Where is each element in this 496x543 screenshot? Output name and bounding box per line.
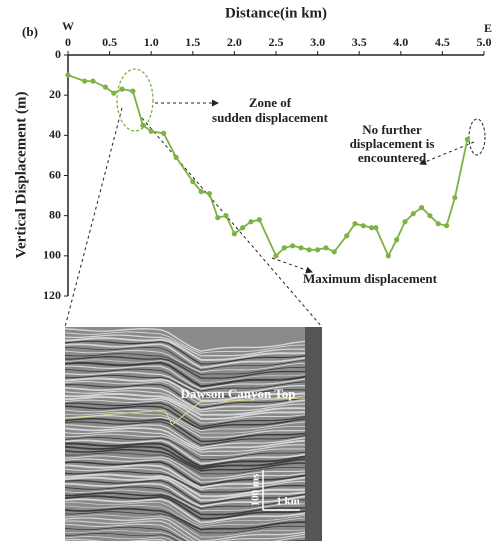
- y-tick-label: 20: [49, 87, 61, 101]
- x-tick-label: 2.0: [227, 35, 242, 49]
- data-point: [427, 213, 432, 218]
- data-point: [111, 91, 116, 96]
- x-tick-label: 1.5: [185, 35, 200, 49]
- data-point: [452, 195, 457, 200]
- data-point: [444, 223, 449, 228]
- arrow: [272, 258, 312, 272]
- east-label: E: [484, 21, 492, 35]
- zoom-line: [65, 108, 122, 327]
- data-point: [174, 155, 179, 160]
- data-point: [394, 237, 399, 242]
- data-point: [65, 72, 70, 77]
- data-point: [130, 89, 135, 94]
- y-tick-label: 60: [49, 167, 61, 181]
- x-tick-label: 1.0: [144, 35, 159, 49]
- y-tick-label: 100: [43, 248, 61, 262]
- annotation: displacement is: [350, 136, 435, 151]
- y-tick-label: 0: [55, 47, 61, 61]
- y-tick-label: 40: [49, 127, 61, 141]
- data-point: [282, 245, 287, 250]
- west-label: W: [62, 19, 74, 33]
- data-point: [298, 245, 303, 250]
- data-point: [332, 249, 337, 254]
- data-point: [323, 245, 328, 250]
- time-scale-label: 100 ms: [250, 473, 262, 506]
- data-point: [207, 191, 212, 196]
- x-tick-label: 4.0: [393, 35, 408, 49]
- data-point: [373, 225, 378, 230]
- data-point: [465, 137, 470, 142]
- annotation: encountered: [358, 150, 427, 165]
- zoom-line: [142, 118, 322, 327]
- seismic-edge: [305, 327, 322, 541]
- highlight-ellipse: [469, 119, 485, 155]
- data-point: [352, 221, 357, 226]
- annotation: sudden displacement: [212, 110, 329, 125]
- x-tick-label: 5.0: [477, 35, 492, 49]
- x-tick-label: 4.5: [435, 35, 450, 49]
- data-point: [248, 219, 253, 224]
- figure: Distance(in km) (b) W E Vertical Displac…: [0, 0, 496, 543]
- x-tick-label: 2.5: [269, 35, 284, 49]
- data-point: [190, 179, 195, 184]
- annotation: Maximum displacement: [303, 271, 438, 286]
- data-point: [386, 253, 391, 258]
- data-point: [290, 243, 295, 248]
- x-tick-label: 0: [65, 35, 71, 49]
- panel-label: (b): [22, 24, 38, 39]
- y-tick-label: 120: [43, 288, 61, 302]
- data-point: [436, 221, 441, 226]
- horizon-label: Dawson Canyon Top: [181, 386, 296, 401]
- y-axis-label: Vertical Displacement (m): [13, 92, 29, 259]
- data-point: [273, 253, 278, 258]
- y-tick-label: 80: [49, 207, 61, 221]
- data-point: [199, 189, 204, 194]
- data-point: [119, 87, 124, 92]
- data-point: [149, 129, 154, 134]
- data-point: [103, 85, 108, 90]
- data-point: [90, 79, 95, 84]
- data-point: [419, 205, 424, 210]
- data-point: [215, 215, 220, 220]
- x-tick-label: 0.5: [102, 35, 117, 49]
- chart-title: Distance(in km): [225, 5, 327, 21]
- annotation: No further: [362, 122, 422, 137]
- data-point: [257, 217, 262, 222]
- data-point: [315, 247, 320, 252]
- data-point: [240, 225, 245, 230]
- data-point: [223, 213, 228, 218]
- distance-scale-label: 1 km: [276, 496, 300, 508]
- data-point: [82, 79, 87, 84]
- data-point: [361, 223, 366, 228]
- data-point: [307, 247, 312, 252]
- data-point: [344, 233, 349, 238]
- annotation: Zone of: [249, 95, 292, 110]
- data-point: [232, 231, 237, 236]
- x-tick-label: 3.0: [310, 35, 325, 49]
- data-point: [161, 131, 166, 136]
- data-point: [402, 219, 407, 224]
- data-point: [411, 211, 416, 216]
- data-point: [140, 123, 145, 128]
- x-tick-label: 3.5: [352, 35, 367, 49]
